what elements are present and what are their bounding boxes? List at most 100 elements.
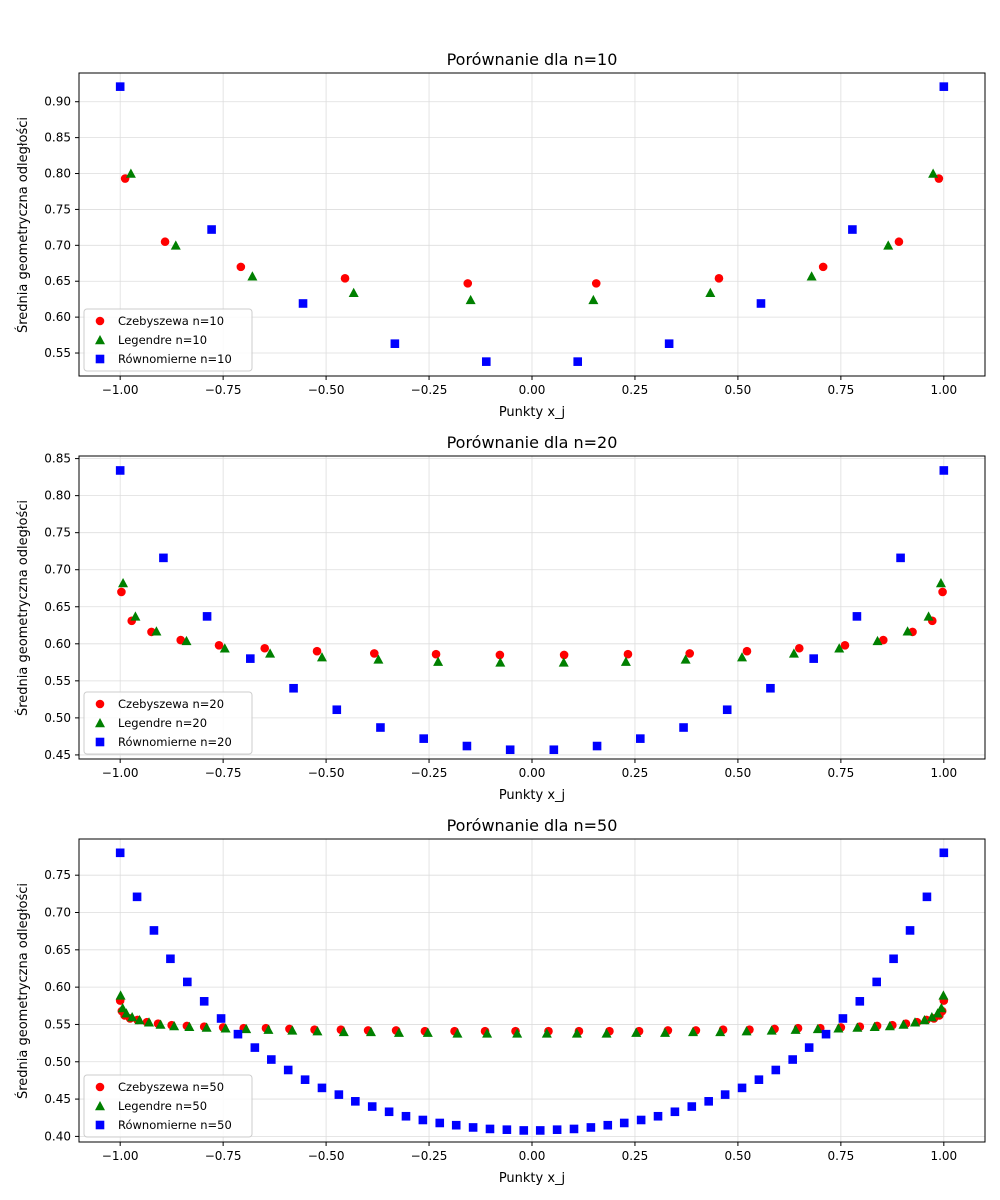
x-tick-label: 0.00 — [519, 383, 546, 397]
data-point — [463, 279, 473, 288]
data-point — [117, 1003, 128, 1013]
data-point — [559, 650, 569, 660]
data-point — [283, 1065, 293, 1075]
data-point — [619, 1118, 629, 1128]
y-tick-label: 0.70 — [44, 238, 71, 252]
x-tick-label: 0.75 — [828, 766, 855, 780]
y-tick-label: 0.45 — [44, 1092, 71, 1106]
data-point — [465, 294, 476, 305]
y-tick-label: 0.60 — [44, 980, 71, 994]
legend-box — [83, 691, 253, 755]
data-point — [889, 954, 898, 964]
x-tick-label: 0.00 — [519, 1149, 546, 1163]
data-point — [422, 1027, 433, 1037]
data-point — [247, 271, 258, 281]
data-point — [495, 650, 505, 660]
data-point — [169, 1020, 180, 1031]
subplot-n20: Porównanie dla n=20 Punkty x_j Średnia g… — [15, 433, 986, 803]
data-point — [687, 1102, 697, 1111]
series-square — [115, 848, 949, 1135]
y-tick-label: 0.70 — [44, 563, 71, 577]
data-point — [125, 168, 136, 178]
series-square — [115, 466, 949, 755]
data-point — [348, 287, 359, 297]
data-point — [144, 1017, 155, 1027]
legend-marker — [95, 335, 105, 345]
data-point — [592, 741, 602, 751]
data-point — [401, 1111, 411, 1121]
x-tick-label: 0.50 — [725, 766, 752, 780]
x-tick-label: −0.75 — [205, 1149, 242, 1163]
data-point — [151, 626, 162, 636]
y-axis-label: Średnia geometryczna odległości — [15, 117, 31, 333]
data-point — [834, 643, 845, 653]
legend-marker — [95, 354, 105, 364]
y-tick-label: 0.75 — [44, 202, 71, 216]
x-tick-label: −0.75 — [205, 766, 242, 780]
legend: Czebyszewa n=50 Legendre n=50 Równomierne … — [83, 1074, 253, 1138]
data-point — [714, 274, 724, 283]
y-tick-label: 0.55 — [44, 1017, 71, 1031]
data-point — [591, 279, 601, 288]
y-axis-label: Średnia geometryczna odległości — [15, 500, 31, 716]
data-point — [852, 612, 862, 621]
data-point — [214, 640, 224, 650]
x-axis-label: Punkty x_j — [499, 405, 565, 420]
data-point — [601, 1028, 612, 1038]
x-axis-label: Punkty x_j — [499, 788, 565, 803]
legend: Czebyszewa n=10 Legendre n=10 Równomierne … — [83, 308, 253, 372]
data-point — [184, 1021, 195, 1031]
legend-marker — [95, 1120, 105, 1130]
data-point — [896, 553, 905, 563]
y-tick-label: 0.40 — [44, 1129, 71, 1143]
data-point — [571, 1028, 582, 1038]
data-point — [160, 237, 170, 247]
data-point — [298, 299, 308, 308]
data-point — [741, 1026, 752, 1036]
data-point — [905, 926, 915, 935]
data-point — [541, 1028, 552, 1038]
axes-frame — [78, 455, 986, 760]
data-point — [833, 1023, 844, 1033]
data-point — [919, 1014, 930, 1025]
axes-frame — [78, 72, 986, 377]
y-tick-label: 0.60 — [44, 310, 71, 324]
subplot-n10: Porównanie dla n=10 Punkty x_j Średnia g… — [15, 50, 986, 420]
data-point — [869, 1021, 880, 1031]
data-point — [812, 1023, 823, 1034]
data-point — [704, 1097, 713, 1106]
x-tick-label: 0.25 — [622, 383, 649, 397]
x-tick-label: 0.50 — [725, 1149, 752, 1163]
data-point — [181, 635, 192, 646]
x-tick-label: −0.25 — [411, 383, 448, 397]
data-point — [121, 1008, 132, 1018]
legend-marker — [95, 1082, 105, 1092]
data-point — [794, 643, 804, 653]
data-point — [558, 657, 569, 667]
data-point — [852, 1022, 863, 1032]
data-point — [134, 1014, 145, 1025]
data-point — [170, 240, 181, 250]
data-point — [505, 745, 515, 755]
data-point — [485, 1124, 495, 1134]
data-point — [756, 299, 766, 308]
y-tick-label: 0.50 — [44, 711, 71, 725]
data-point — [419, 734, 428, 743]
chart-title: Porównanie dla n=20 — [447, 433, 618, 452]
data-point — [902, 626, 913, 636]
x-tick-label: −0.25 — [411, 1149, 448, 1163]
legend-marker — [95, 316, 105, 326]
data-point — [754, 1075, 764, 1084]
y-tick-label: 0.50 — [44, 1055, 71, 1069]
data-point — [664, 339, 674, 348]
data-point — [653, 1111, 663, 1121]
x-tick-label: 1.00 — [930, 383, 957, 397]
data-point — [936, 1003, 947, 1013]
data-point — [821, 1029, 831, 1039]
data-point — [260, 643, 270, 653]
data-point — [263, 1024, 274, 1034]
y-tick-label: 0.70 — [44, 906, 71, 920]
data-point — [468, 1123, 478, 1132]
legend-label: Czebyszewa n=20 — [118, 697, 224, 711]
data-point — [552, 1125, 562, 1134]
